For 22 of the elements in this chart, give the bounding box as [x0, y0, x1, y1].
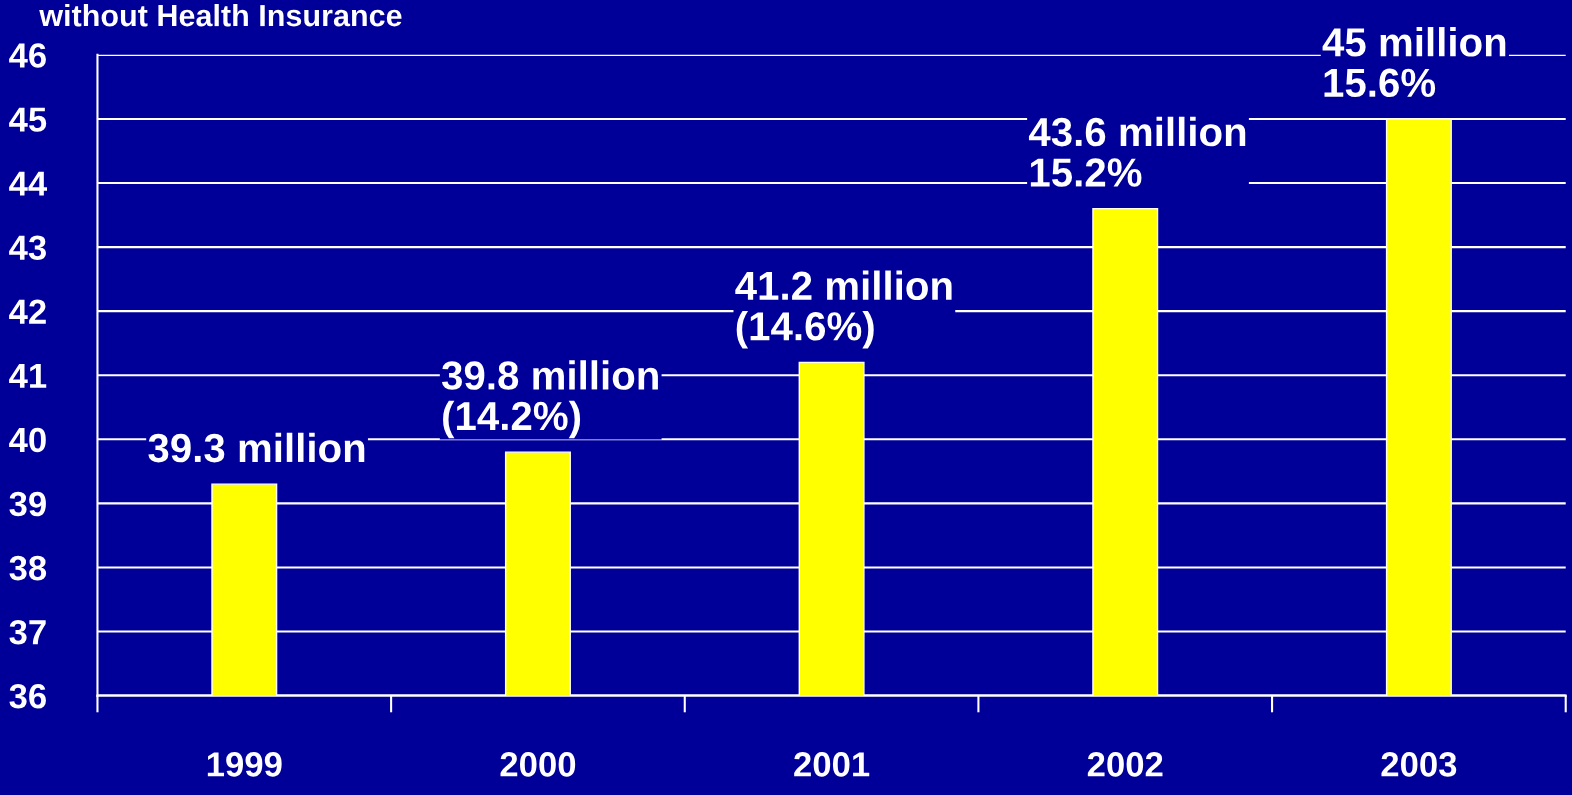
y-tick-label: 41 — [9, 363, 47, 388]
x-tick-label: 2003 — [1381, 752, 1457, 777]
y-tick-label: 40 — [9, 427, 46, 453]
annotation: 39.3 million — [148, 432, 365, 463]
annotation: 43.6 million 15.2% — [1028, 116, 1246, 187]
annotation: 39.8 million (14.2%) — [441, 360, 658, 439]
y-tick-label: 38 — [9, 555, 47, 581]
y-tick-label: 42 — [9, 299, 46, 324]
y-tick-label: 44 — [9, 171, 48, 196]
x-tick-label: 1999 — [207, 752, 282, 777]
y-tick-label: 45 — [9, 107, 47, 132]
annotation: 45 million 15.6% — [1322, 27, 1506, 98]
x-tick-label: 2000 — [500, 752, 576, 777]
x-tick-label: 2001 — [794, 752, 870, 777]
y-tick-label: 39 — [9, 491, 46, 517]
annotation: 41.2 million (14.6%) — [735, 270, 952, 349]
y-tick-label: 43 — [9, 235, 46, 261]
y-tick-label: 46 — [9, 43, 46, 68]
x-tick-label: 2002 — [1087, 752, 1163, 777]
chart-title: without Health Insurance — [39, 3, 402, 27]
y-tick-label: 36 — [9, 683, 46, 709]
y-tick-label: 37 — [9, 619, 46, 645]
